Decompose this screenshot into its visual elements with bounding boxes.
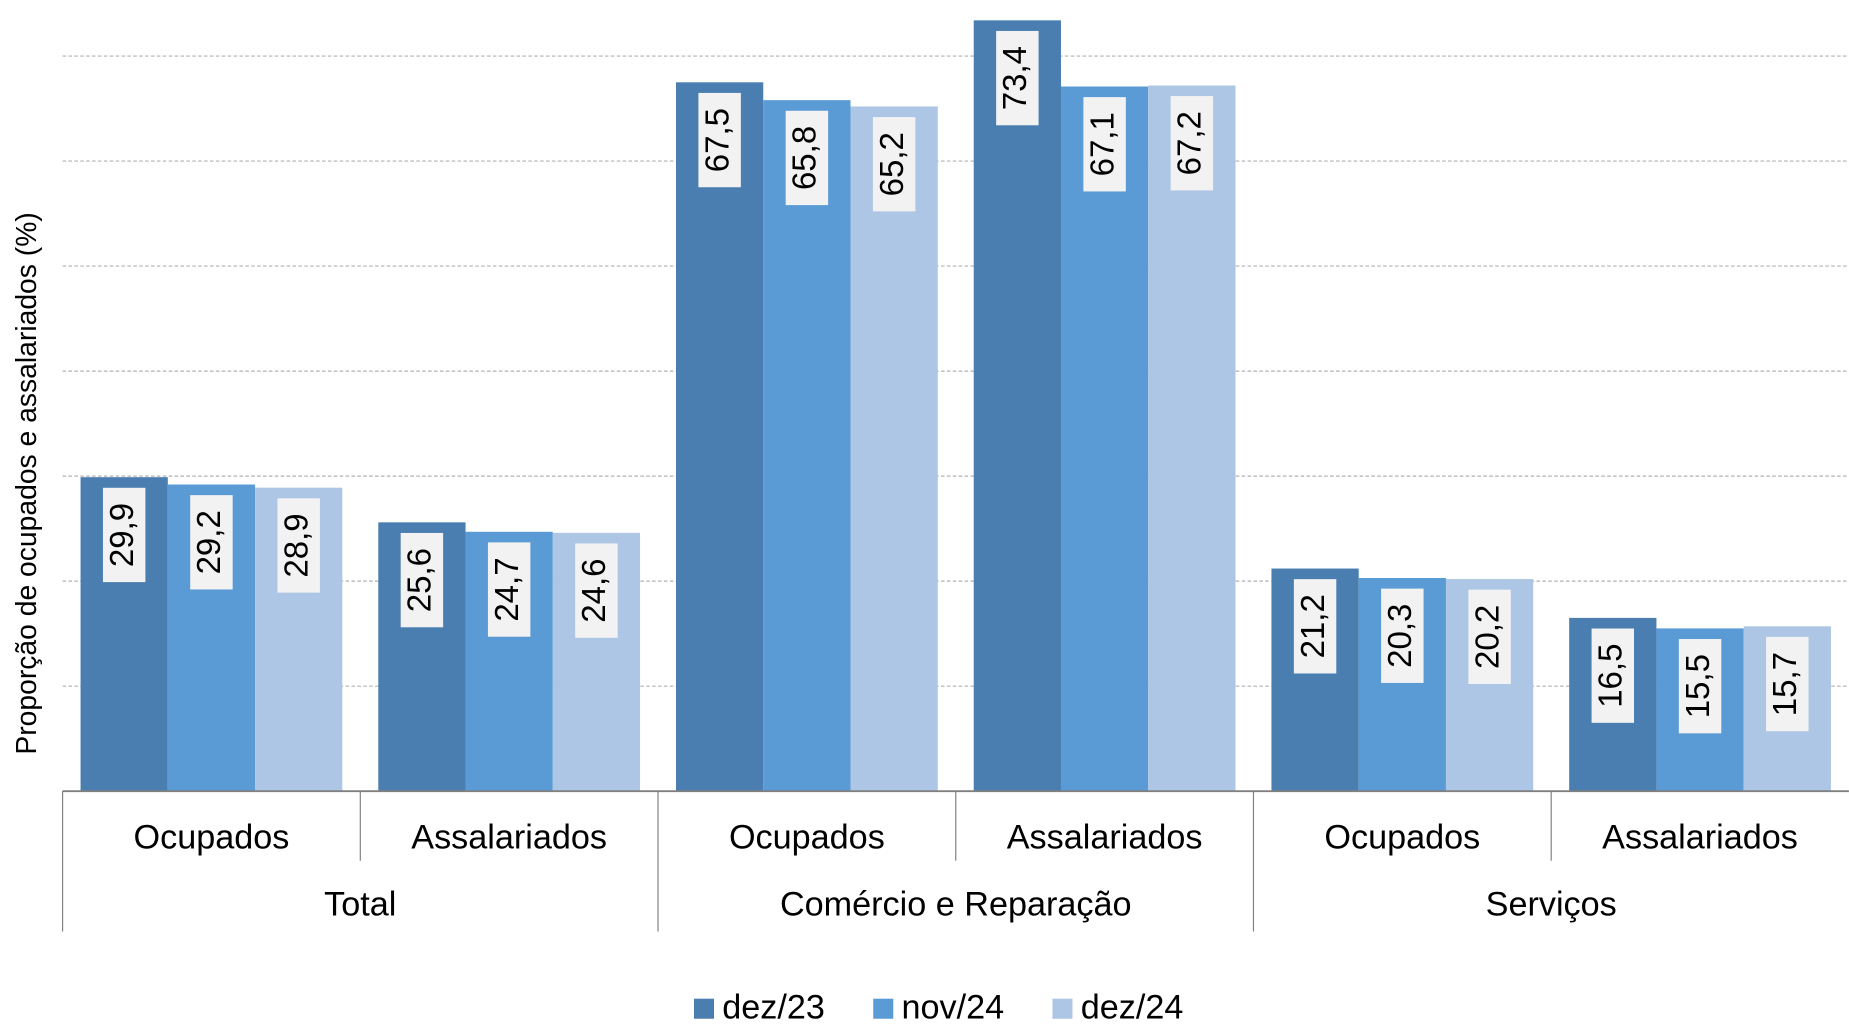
value-label: 21,2 xyxy=(1294,594,1331,658)
legend-swatch xyxy=(1052,998,1073,1019)
value-label-box xyxy=(872,117,916,212)
value-label: 67,5 xyxy=(698,108,735,172)
bar xyxy=(763,100,851,792)
group-label: Serviços xyxy=(1486,886,1617,924)
value-label: 29,9 xyxy=(103,503,140,567)
x-tick-label: Assalariados xyxy=(1602,819,1798,857)
value-label-box xyxy=(785,110,829,206)
legend-label: dez/23 xyxy=(722,988,825,1026)
value-label: 25,6 xyxy=(401,548,438,612)
x-tick-label: Assalariados xyxy=(411,819,607,857)
value-label: 15,5 xyxy=(1679,654,1716,718)
bar xyxy=(1148,85,1236,792)
value-label: 67,2 xyxy=(1171,111,1208,175)
bar xyxy=(973,20,1061,792)
value-label-box xyxy=(1766,636,1809,732)
value-label: 15,7 xyxy=(1766,652,1803,716)
x-tick-label: Assalariados xyxy=(1007,819,1203,857)
bar xyxy=(1060,86,1149,792)
value-label-box xyxy=(487,542,531,637)
value-label-box xyxy=(102,487,146,583)
value-label: 24,7 xyxy=(488,557,525,621)
value-label: 67,1 xyxy=(1083,112,1120,176)
value-label: 20,2 xyxy=(1468,605,1505,669)
y-axis-label: Proporção de ocupados e assalariados (%) xyxy=(10,212,42,754)
group-label: Comércio e Reparação xyxy=(780,886,1132,924)
value-label-box xyxy=(1678,639,1722,734)
value-label: 16,5 xyxy=(1592,644,1629,708)
x-tick-label: Ocupados xyxy=(134,819,290,857)
value-label: 20,3 xyxy=(1381,604,1418,668)
value-label-box xyxy=(575,543,618,638)
bar xyxy=(850,106,938,792)
value-label-box xyxy=(1083,97,1126,192)
value-label: 65,8 xyxy=(786,126,823,190)
x-tick-label: Ocupados xyxy=(1324,819,1480,857)
value-label: 24,6 xyxy=(575,558,612,622)
value-label-box xyxy=(277,498,320,593)
value-label-box xyxy=(1293,579,1337,674)
value-label-box xyxy=(190,495,233,590)
legend-label: nov/24 xyxy=(902,988,1005,1026)
value-label-box xyxy=(1591,628,1635,723)
value-label-box xyxy=(698,92,741,188)
x-tick-label: Ocupados xyxy=(729,819,885,857)
legend-swatch xyxy=(873,998,894,1019)
value-label: 65,2 xyxy=(873,132,910,196)
bar xyxy=(676,82,764,792)
value-label-box xyxy=(1468,589,1511,684)
value-label-box xyxy=(1381,588,1424,683)
value-label: 28,9 xyxy=(277,513,314,577)
group-label: Total xyxy=(324,886,396,924)
value-label: 73,4 xyxy=(996,46,1033,110)
value-label-box xyxy=(1170,96,1214,191)
value-label-box xyxy=(400,532,444,628)
legend-label: dez/24 xyxy=(1081,988,1184,1026)
value-label-box xyxy=(996,30,1039,126)
value-label: 29,2 xyxy=(190,510,227,574)
legend-swatch xyxy=(693,998,715,1019)
